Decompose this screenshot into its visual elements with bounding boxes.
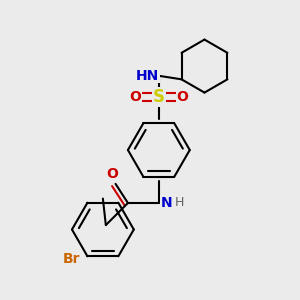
Text: H: H xyxy=(175,196,184,209)
Text: N: N xyxy=(160,196,172,210)
Text: O: O xyxy=(129,90,141,104)
Text: Br: Br xyxy=(63,252,80,266)
Text: HN: HN xyxy=(136,69,159,83)
Text: S: S xyxy=(153,88,165,106)
Text: O: O xyxy=(107,167,118,181)
Text: O: O xyxy=(176,90,188,104)
